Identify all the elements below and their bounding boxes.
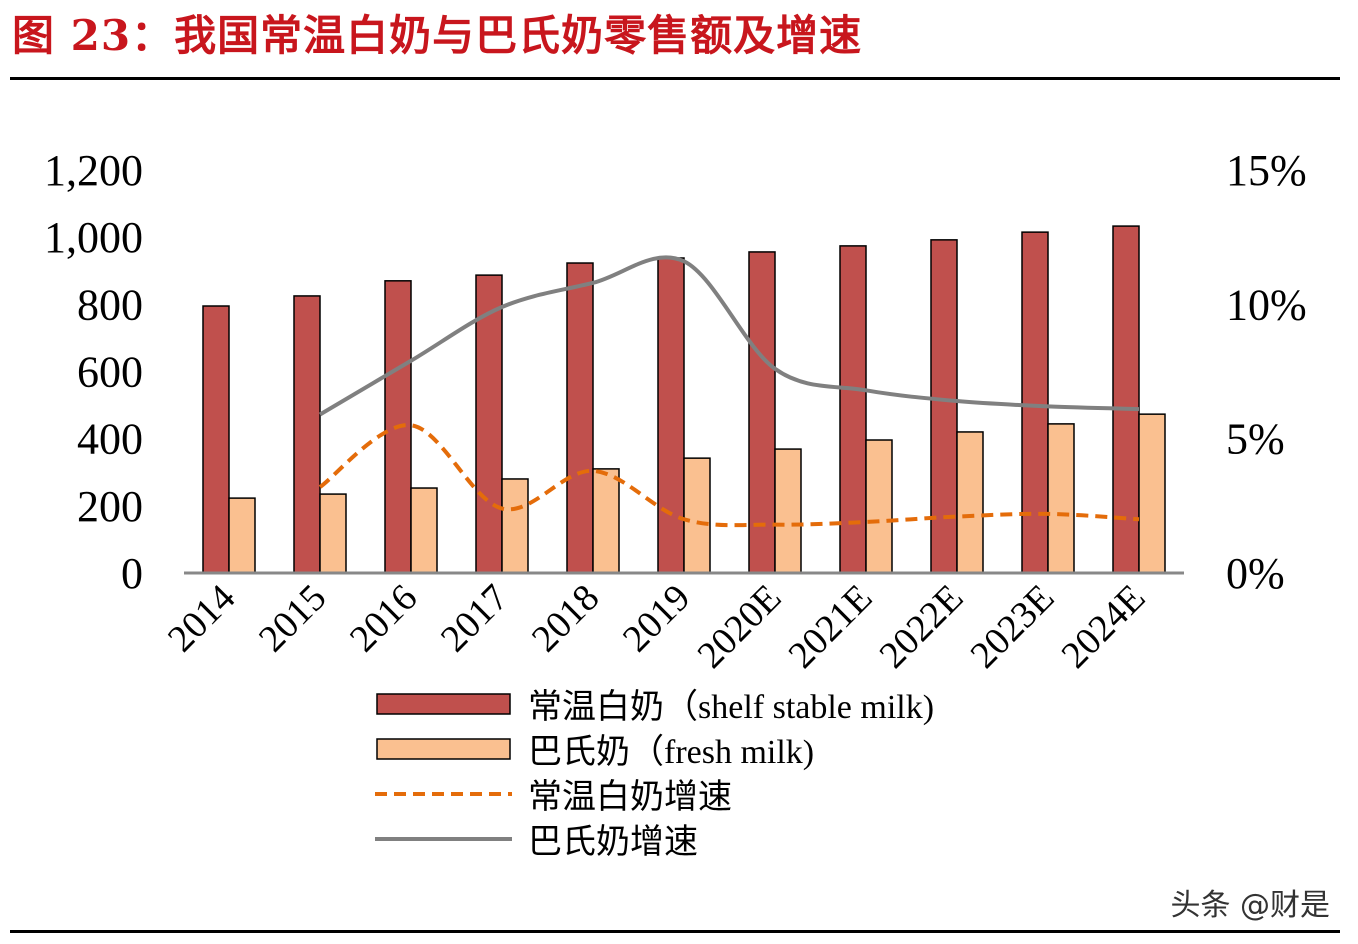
bar-fresh-2016: [410, 487, 438, 574]
right-tick-label: 5%: [1226, 415, 1285, 464]
x-tick-label: 2015: [251, 577, 334, 660]
bar-fresh-2019: [683, 457, 711, 574]
x-tick-label: 2014: [160, 577, 243, 660]
bar-shelf-stable-2023E: [1021, 231, 1049, 574]
bar-shelf-stable-2022E: [930, 239, 958, 574]
bottom-rule: [10, 930, 1340, 933]
line-shelf-stable-growth: [318, 423, 1140, 528]
bar-shelf-stable-2015: [293, 295, 321, 574]
legend-swatch: [376, 738, 511, 760]
top-rule: [10, 77, 1340, 80]
left-tick-label: 1,000: [44, 213, 143, 262]
bar-shelf-stable-2017: [475, 274, 503, 574]
bar-fresh-2023E: [1047, 423, 1075, 574]
bar-shelf-stable-2014: [202, 305, 230, 574]
x-tick-label: 2019: [615, 577, 698, 660]
bar-fresh-2014: [228, 497, 256, 574]
x-tick-label: 2024E: [1054, 577, 1154, 677]
bar-shelf-stable-2018: [566, 262, 594, 574]
x-tick-label: 2016: [342, 577, 425, 660]
bar-shelf-stable-2024E: [1112, 225, 1140, 574]
left-tick-label: 800: [77, 280, 143, 329]
line-fresh-growth: [318, 255, 1140, 417]
bar-fresh-2021E: [865, 439, 893, 574]
x-tick-label: 2023E: [963, 577, 1063, 677]
left-tick-label: 0: [121, 549, 143, 598]
right-tick-label: 15%: [1226, 146, 1307, 195]
x-tick-label: 2022E: [872, 577, 972, 677]
legend-label: 巴氏奶增速: [528, 823, 698, 861]
legend-label: 常温白奶（shelf stable milk): [528, 688, 934, 726]
left-tick-label: 1,200: [44, 146, 143, 195]
bar-shelf-stable-2019: [657, 257, 685, 574]
bar-fresh-2015: [319, 493, 347, 574]
bar-fresh-2024E: [1138, 413, 1166, 574]
x-tick-label: 2017: [433, 577, 516, 660]
x-tick-label: 2021E: [781, 577, 881, 677]
figure-title: 图 23：我国常温白奶与巴氏奶零售额及增速: [12, 11, 863, 60]
watermark: 头条 @财是: [1170, 888, 1330, 923]
bar-fresh-2022E: [956, 431, 984, 574]
left-tick-label: 600: [77, 348, 143, 397]
x-tick-label: 2018: [524, 577, 607, 660]
x-tick-label: 2020E: [690, 577, 790, 677]
left-tick-label: 200: [77, 482, 143, 531]
bar-shelf-stable-2021E: [839, 245, 867, 574]
bar-fresh-2020E: [774, 448, 802, 574]
bar-fresh-2017: [501, 478, 529, 574]
right-tick-label: 0%: [1226, 549, 1285, 598]
bar-fresh-2018: [592, 468, 620, 574]
left-tick-label: 400: [77, 415, 143, 464]
legend-label: 常温白奶增速: [528, 778, 732, 816]
legend-swatch: [376, 693, 511, 715]
legend-label: 巴氏奶（fresh milk): [528, 733, 814, 771]
right-tick-label: 10%: [1226, 280, 1307, 329]
